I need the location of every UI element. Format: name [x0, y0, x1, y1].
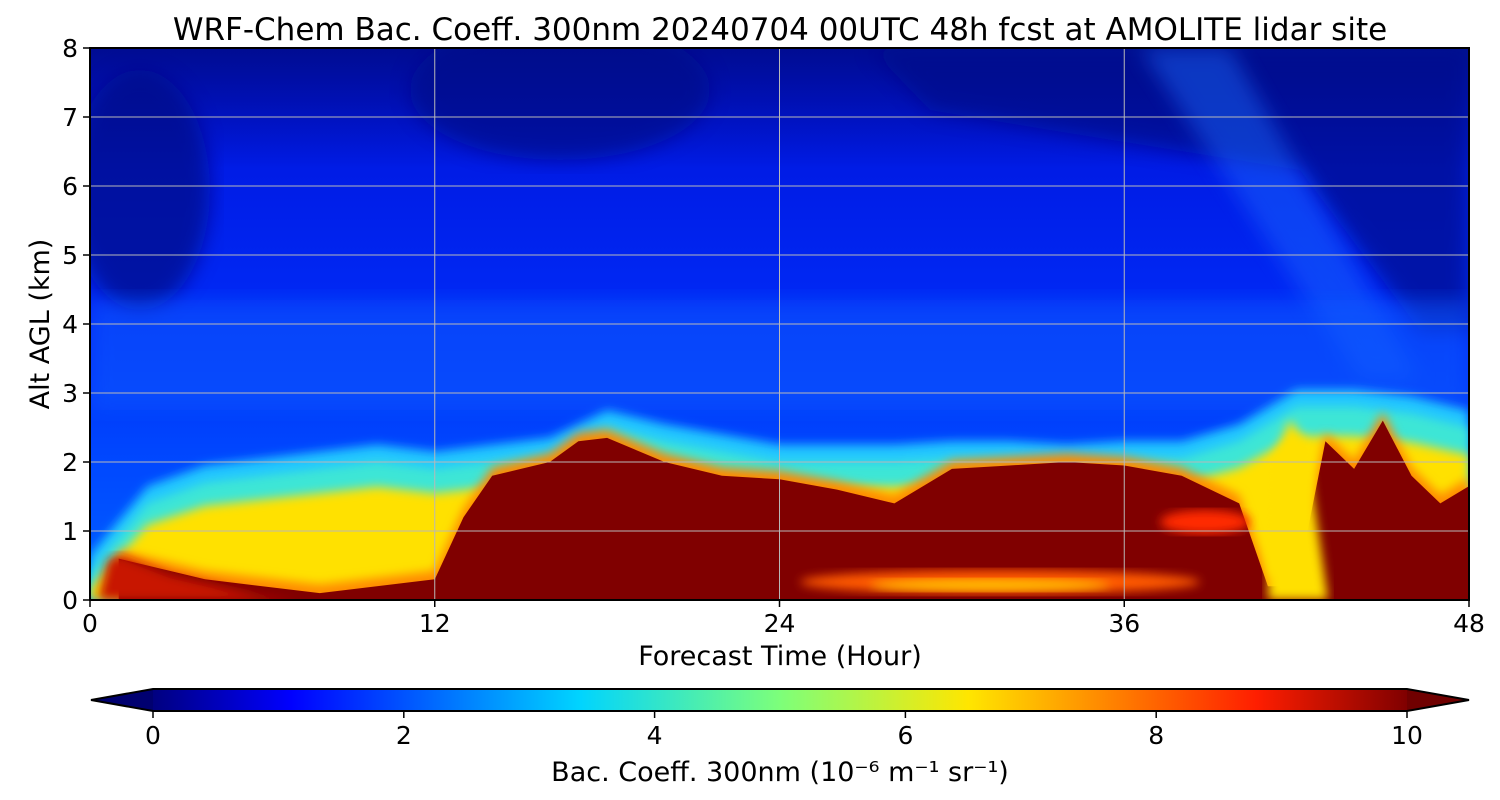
- upper-dark-right: [870, 48, 1469, 330]
- diagonal-light-band: [1140, 48, 1420, 380]
- y-tick-label: 8: [62, 34, 78, 63]
- colorbar-label: Bac. Coeff. 300nm (10⁻⁶ m⁻¹ sr⁻¹): [551, 757, 1009, 788]
- y-tick-label: 0: [62, 586, 78, 615]
- y-tick-label: 3: [62, 379, 78, 408]
- colorbar-tick-label: 2: [396, 721, 412, 750]
- x-tick-label: 36: [1108, 609, 1140, 638]
- y-axis-label: Alt AGL (km): [25, 239, 56, 410]
- colorbar-extend-low: [91, 689, 153, 711]
- upper-dark-left: [90, 70, 210, 310]
- colorbar-ticks: 0 2 4 6 8 10: [145, 711, 1423, 750]
- x-axis: 0 12 24 36 48: [82, 600, 1485, 638]
- y-tick-label: 6: [62, 172, 78, 201]
- x-tick-label: 24: [764, 609, 796, 638]
- colorbar-tick-label: 4: [647, 721, 663, 750]
- colorbar-tick-label: 10: [1391, 721, 1423, 750]
- colorbar-gradient: [153, 689, 1407, 711]
- colorbar: 0 2 4 6 8 10 Bac. Coeff. 300nm (10⁻⁶ m⁻¹ sr⁻¹…: [90, 688, 1470, 788]
- colorbar-tick-label: 6: [897, 721, 913, 750]
- aerosol-core-high: [118, 420, 1469, 600]
- y-tick-label: 5: [62, 241, 78, 270]
- colorbar-tick-label: 8: [1148, 721, 1164, 750]
- x-tick-label: 48: [1453, 609, 1485, 638]
- grid-lines: [90, 48, 1469, 600]
- y-tick-label: 2: [62, 448, 78, 477]
- backscatter-field: [90, 48, 1469, 600]
- x-axis-label: Forecast Time (Hour): [638, 641, 922, 672]
- late-break-yellow: [1268, 420, 1328, 600]
- x-tick-label: 12: [419, 609, 451, 638]
- lower-yellow-streak: [870, 579, 1110, 591]
- x-tick-label: 0: [82, 609, 98, 638]
- y-axis: 0 1 2 3 4 5 6 7 8: [62, 34, 90, 615]
- y-tick-label: 1: [62, 517, 78, 546]
- colorbar-extend-high: [1407, 689, 1469, 711]
- right-red-patch: [1160, 510, 1250, 534]
- y-tick-label: 7: [62, 103, 78, 132]
- y-tick-label: 4: [62, 310, 78, 339]
- chart-title: WRF-Chem Bac. Coeff. 300nm 20240704 00UT…: [173, 12, 1387, 48]
- upper-dark-center: [410, 48, 710, 160]
- early-surface-plume: [98, 555, 300, 600]
- colorbar-tick-label: 0: [145, 721, 161, 750]
